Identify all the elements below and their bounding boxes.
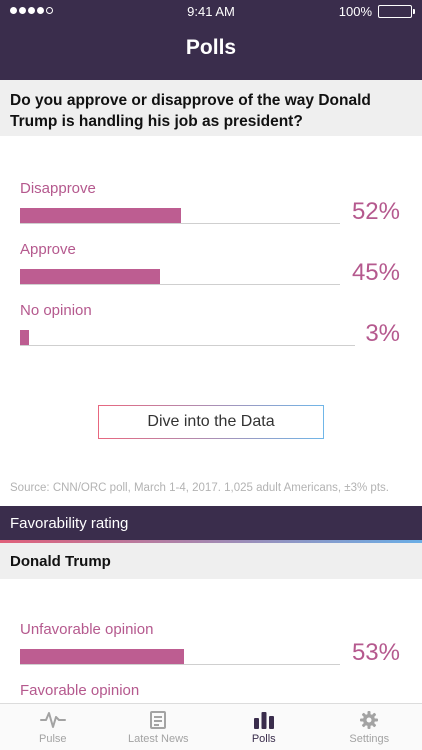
tab-pulse[interactable]: Pulse [0, 704, 106, 750]
poll-bar-track [20, 208, 340, 224]
poll-bar [20, 269, 160, 284]
polls-icon [253, 712, 274, 729]
poll-bar-track [20, 269, 340, 285]
poll-percent: 3% [365, 320, 400, 347]
page-title: Polls [185, 36, 237, 59]
poll-label: Unfavorable opinion [20, 621, 154, 638]
battery-icon [378, 5, 415, 18]
poll-question: Do you approve or disapprove of the way … [0, 80, 422, 136]
poll-label: Disapprove [20, 180, 96, 197]
app-header: 9:41 AM 100% Polls [0, 0, 422, 80]
battery-percent: 100% [338, 4, 372, 19]
candidate-name: Donald Trump [0, 543, 422, 579]
poll-source: Source: CNN/ORC poll, March 1-4, 2017. 1… [10, 482, 389, 494]
tab-label: Pulse [38, 733, 67, 745]
tab-polls[interactable]: Polls [211, 704, 317, 750]
poll-row-approve: Approve 45% [20, 241, 410, 286]
poll-percent: 53% [351, 639, 400, 666]
signal-icon [10, 7, 53, 14]
poll-percent: 52% [351, 198, 400, 225]
tab-bar: Pulse Latest News Polls S [0, 703, 422, 750]
fav-row-unfavorable: Unfavorable opinion 53% [20, 621, 410, 666]
poll-bar [20, 208, 182, 223]
poll-row-disapprove: Disapprove 52% [20, 180, 410, 225]
dive-into-data-button[interactable]: Dive into the Data [98, 405, 324, 439]
tab-settings[interactable]: Settings [317, 704, 422, 750]
poll-bar-track [20, 330, 355, 346]
status-time: 9:41 AM [187, 4, 235, 19]
poll-row-no-opinion: No opinion 3% [20, 302, 410, 347]
poll-percent: 45% [351, 259, 400, 286]
gradient-divider [0, 540, 422, 543]
favorability-section-header: Favorability rating [0, 506, 422, 540]
battery-indicator: 100% [338, 4, 415, 19]
status-bar: 9:41 AM 100% [0, 0, 422, 22]
gear-icon [360, 711, 379, 729]
tab-latest-news[interactable]: Latest News [106, 704, 212, 750]
poll-bar [20, 330, 30, 345]
poll-label: Approve [20, 241, 76, 258]
tab-label: Settings [349, 733, 390, 745]
pulse-icon [39, 712, 66, 728]
news-icon [150, 711, 167, 729]
tab-label: Polls [251, 733, 276, 745]
poll-bar [20, 649, 185, 664]
fav-row-favorable: Favorable opinion [20, 682, 410, 702]
poll-label: No opinion [20, 302, 92, 319]
poll-bar-track [20, 649, 340, 665]
poll-label: Favorable opinion [20, 682, 140, 699]
tab-label: Latest News [127, 733, 189, 745]
